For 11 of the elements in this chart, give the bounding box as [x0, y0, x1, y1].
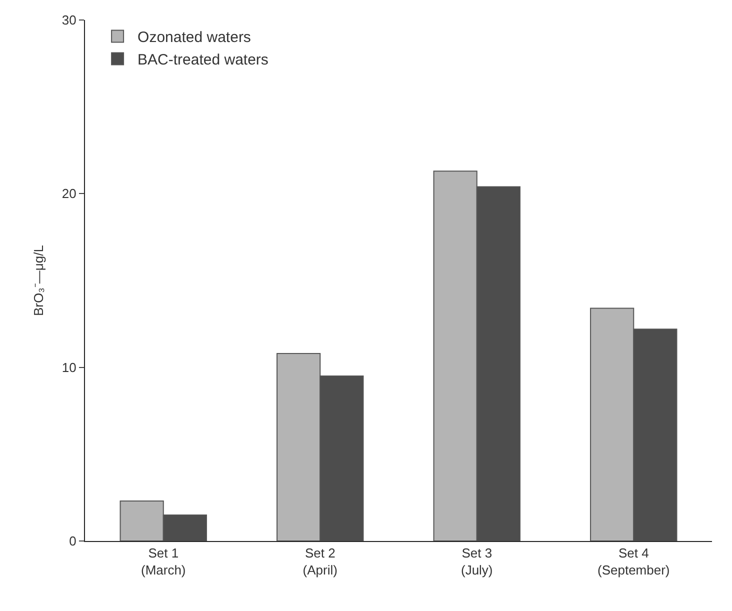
x-tick-label: Set 3 (July) — [460, 546, 493, 578]
x-tick-label: Set 1 (March) — [140, 546, 186, 578]
x-tick-label: Set 4 (September) — [598, 546, 670, 578]
y-axis-title: BrO₃⁻—μg/L — [30, 245, 46, 316]
y-tick-label: 20 — [62, 186, 76, 202]
y-tick-label: 30 — [62, 12, 76, 28]
legend-label: BAC-treated waters — [138, 52, 268, 69]
y-tick-label: 10 — [62, 360, 76, 375]
y-tick-label: 0 — [69, 534, 76, 549]
x-tick-label: Set 2 (April) — [302, 546, 338, 578]
legend-label: Ozonated waters — [138, 29, 251, 46]
